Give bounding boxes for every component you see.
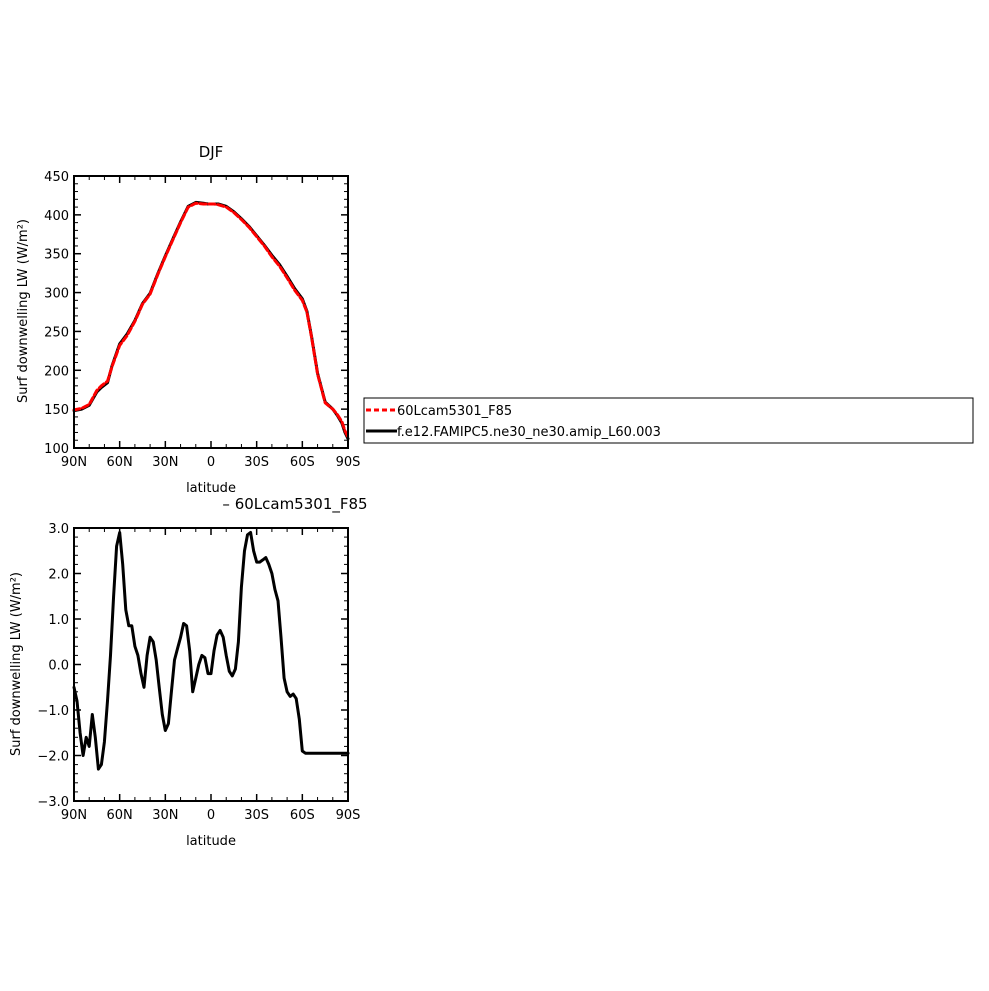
bottom-y-tick-label: −1.0: [37, 704, 69, 719]
top-x-axis-label: latitude: [186, 481, 236, 496]
top-y-tick-label: 150: [44, 403, 69, 418]
legend-entry-1: f.e12.FAMIPC5.ne30_ne30.amip_L60.003: [397, 425, 661, 440]
top-y-axis-label: Surf downwelling LW (W/m²): [16, 219, 31, 403]
top-y-tick-label: 400: [44, 209, 69, 224]
top-x-tick-label: 60S: [290, 455, 315, 470]
bottom-y-tick-label: 0.0: [48, 659, 69, 674]
top-series-line-1: [72, 200, 350, 441]
top-x-tick-label: 90S: [336, 455, 361, 470]
top-y-tick-label: 350: [44, 248, 69, 263]
bottom-y-tick-label: −3.0: [37, 795, 69, 810]
bottom-series-group: [72, 531, 350, 771]
top-x-tick-label: 30N: [152, 455, 178, 470]
bottom-tick-labels: 90N 60N 30N 0 30S 60S 90S −3.0 −2.0 −1.0 0.0 1.0 2.0…: [37, 522, 360, 823]
top-x-tick-label: 60N: [107, 455, 133, 470]
top-series-line-0: [72, 201, 350, 439]
bottom-y-tick-label: 3.0: [48, 522, 69, 537]
legend-box: [363, 397, 974, 444]
top-y-tick-label: 250: [44, 325, 69, 340]
bottom-chart-title: – 60Lcam5301_F85: [222, 495, 367, 514]
top-x-tick-label: 0: [207, 455, 215, 470]
bottom-axis-ticks: [73, 527, 349, 802]
bottom-y-tick-label: 2.0: [48, 568, 69, 583]
top-y-tick-label: 200: [44, 364, 69, 379]
legend-entry-0: 60Lcam5301_F85: [397, 404, 512, 419]
top-tick-labels: 90N 60N 30N 0 30S 60S 90S 100 150 200 250 300 350 400…: [44, 170, 360, 470]
bottom-x-tick-label: 30N: [152, 808, 178, 823]
bottom-y-axis-label: Surf downwelling LW (W/m²): [9, 572, 24, 756]
bottom-x-tick-label: 60S: [290, 808, 315, 823]
top-chart-title: DJF: [199, 143, 224, 161]
top-plot-frame: [73, 175, 349, 449]
top-series-group: [72, 200, 350, 441]
top-y-tick-label: 300: [44, 287, 69, 302]
bottom-y-tick-label: −2.0: [37, 750, 69, 765]
top-y-tick-label: 100: [44, 442, 69, 457]
bottom-y-tick-label: 1.0: [48, 613, 69, 628]
bottom-x-tick-label: 0: [207, 808, 215, 823]
bottom-series-line-0: [72, 531, 350, 771]
bottom-x-tick-label: 90S: [336, 808, 361, 823]
top-y-tick-label: 450: [44, 170, 69, 185]
bottom-x-tick-label: 30S: [244, 808, 269, 823]
bottom-x-tick-label: 60N: [107, 808, 133, 823]
legend: 60Lcam5301_F85 f.e12.FAMIPC5.ne30_ne30.a…: [363, 397, 974, 444]
bottom-x-tick-label: 90N: [61, 808, 87, 823]
top-x-tick-label: 90N: [61, 455, 87, 470]
chart-panel-top: DJF Surf downwelling LW (W/m²) latitude …: [16, 143, 360, 496]
top-x-tick-label: 30S: [244, 455, 269, 470]
bottom-plot-frame: [73, 527, 349, 802]
bottom-x-axis-label: latitude: [186, 834, 236, 849]
chart-panel-bottom: – 60Lcam5301_F85 Surf downwelling LW (W/…: [9, 495, 368, 849]
